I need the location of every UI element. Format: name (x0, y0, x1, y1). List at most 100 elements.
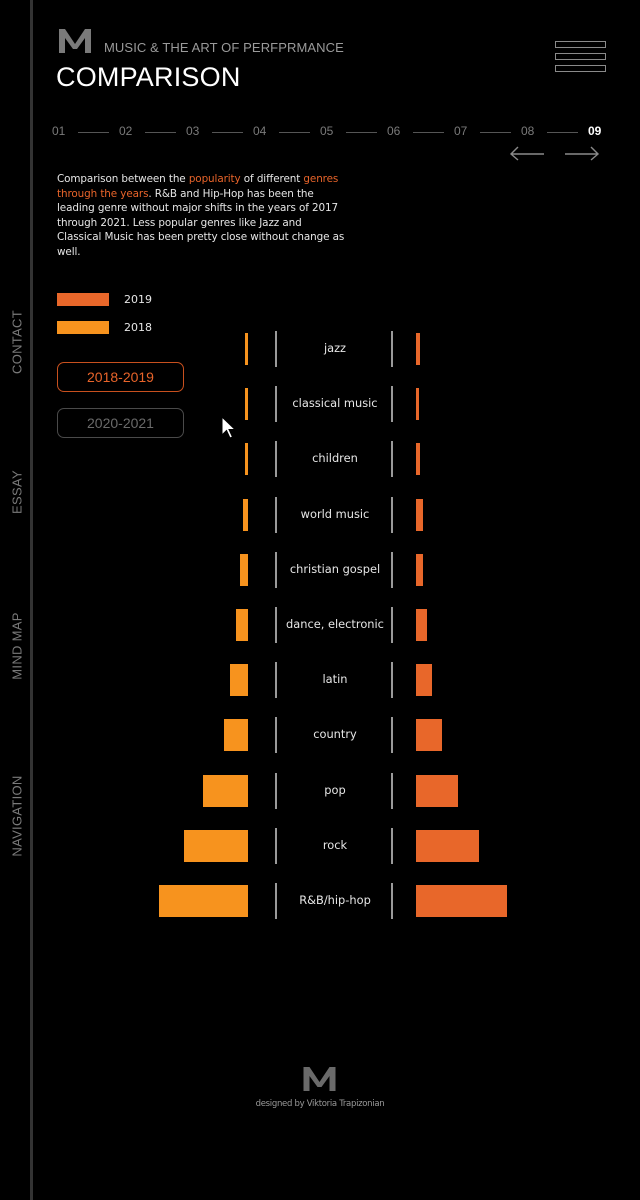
bar-2019[interactable] (416, 443, 420, 476)
bar-2018[interactable] (243, 498, 248, 531)
step-07[interactable]: 07 (454, 124, 468, 138)
bar-2019[interactable] (416, 774, 458, 807)
step-connector (279, 132, 310, 133)
step-01[interactable]: 01 (52, 124, 66, 138)
step-05[interactable]: 05 (320, 124, 334, 138)
row-divider (275, 441, 277, 478)
description-highlight: genres through the years (57, 173, 339, 200)
step-03[interactable]: 03 (186, 124, 200, 138)
bar-2018[interactable] (236, 609, 248, 641)
bar-2019[interactable] (416, 829, 479, 862)
chart-row: R&B/hip-hop (0, 883, 640, 921)
step-04[interactable]: 04 (253, 124, 267, 138)
step-06[interactable]: 06 (387, 124, 401, 138)
description-text: Comparison between the (57, 173, 189, 185)
step-09[interactable]: 09 (588, 124, 602, 138)
step-connector (547, 132, 578, 133)
m-logo-icon (303, 1067, 336, 1091)
bar-2018[interactable] (159, 885, 248, 917)
genre-label: R&B/hip-hop (299, 893, 371, 907)
site-subtitle: MUSIC & THE ART OF PERFPRMANCE (104, 40, 344, 55)
bar-2018[interactable] (240, 553, 248, 586)
bar-2019[interactable] (416, 388, 419, 421)
hamburger-menu-icon[interactable] (555, 41, 606, 72)
row-divider (275, 551, 277, 588)
chart-row: world music (0, 496, 640, 535)
row-divider (275, 883, 277, 919)
bar-2019[interactable] (416, 664, 432, 697)
step-connector (413, 132, 444, 133)
chart-row: christian gospel (0, 551, 640, 590)
row-divider (275, 607, 277, 643)
bar-2018[interactable] (245, 388, 248, 421)
arrow-left-icon[interactable] (508, 144, 546, 162)
chart-row: pop (0, 772, 640, 811)
bar-2019[interactable] (416, 885, 507, 917)
legend-item-2018: 2018 (57, 321, 152, 334)
legend-swatch (57, 293, 109, 306)
bar-2018[interactable] (224, 719, 248, 752)
genre-label: rock (322, 837, 348, 852)
genre-label: world music (300, 506, 370, 521)
row-divider (275, 331, 277, 367)
genre-label: children (312, 451, 358, 466)
genre-label: latin (322, 672, 348, 687)
bar-2018[interactable] (203, 774, 248, 807)
row-divider (391, 331, 393, 367)
bar-2018[interactable] (245, 333, 248, 365)
genre-label: christian gospel (289, 561, 381, 576)
row-divider (275, 386, 277, 423)
step-connector (480, 132, 511, 133)
bar-2019[interactable] (416, 609, 427, 641)
bar-2018[interactable] (245, 443, 248, 476)
genre-label: country (313, 727, 357, 742)
chart-row: classical music (0, 386, 640, 424)
chart-row: dance, electronic (0, 607, 640, 645)
row-divider (391, 883, 393, 919)
legend-label: 2019 (124, 293, 152, 306)
arrow-right-icon[interactable] (563, 144, 601, 162)
bar-2019[interactable] (416, 553, 423, 586)
chart-row: latin (0, 662, 640, 700)
genre-label: dance, electronic (286, 617, 384, 631)
step-08[interactable]: 08 (521, 124, 535, 138)
row-divider (275, 772, 277, 809)
genre-label: pop (324, 782, 346, 797)
step-navigation: 01 02 03 04 05 06 07 08 09 (52, 124, 612, 140)
row-divider (275, 662, 277, 699)
step-connector (78, 132, 109, 133)
row-divider (391, 607, 393, 643)
m-logo-icon[interactable] (57, 27, 93, 54)
bar-2018[interactable] (184, 829, 248, 862)
row-divider (391, 441, 393, 478)
chart-row: children (0, 441, 640, 479)
bar-2019[interactable] (416, 333, 420, 365)
row-divider (275, 496, 277, 533)
legend-label: 2018 (124, 321, 152, 334)
bar-2018[interactable] (230, 664, 248, 697)
bar-2019[interactable] (416, 719, 442, 752)
row-divider (275, 717, 277, 754)
row-divider (391, 827, 393, 864)
description-text: of different (240, 173, 304, 185)
step-02[interactable]: 02 (119, 124, 133, 138)
mouse-cursor-icon (221, 416, 237, 439)
row-divider (391, 386, 393, 423)
legend-item-2019: 2019 (57, 293, 152, 306)
description-highlight: popularity (188, 173, 241, 185)
row-divider (275, 827, 277, 864)
chart-description: Comparison between the popularity of dif… (57, 172, 347, 260)
bar-2019[interactable] (416, 498, 423, 531)
year-button-2018-2019[interactable]: 2018-2019 (57, 362, 184, 392)
step-connector (145, 132, 176, 133)
year-button-2020-2021[interactable]: 2020-2021 (57, 408, 184, 438)
description-text: . R&B and Hip-Hop has been the leading g… (57, 187, 345, 258)
genre-label: classical music (292, 396, 378, 411)
step-connector (212, 132, 243, 133)
chart-row: country (0, 717, 640, 755)
page-title: COMPARISON (56, 62, 241, 92)
row-divider (391, 772, 393, 809)
row-divider (391, 496, 393, 533)
footer-credit: designed by Viktoria Trapizonian (255, 1099, 385, 1109)
chart-row: rock (0, 827, 640, 866)
